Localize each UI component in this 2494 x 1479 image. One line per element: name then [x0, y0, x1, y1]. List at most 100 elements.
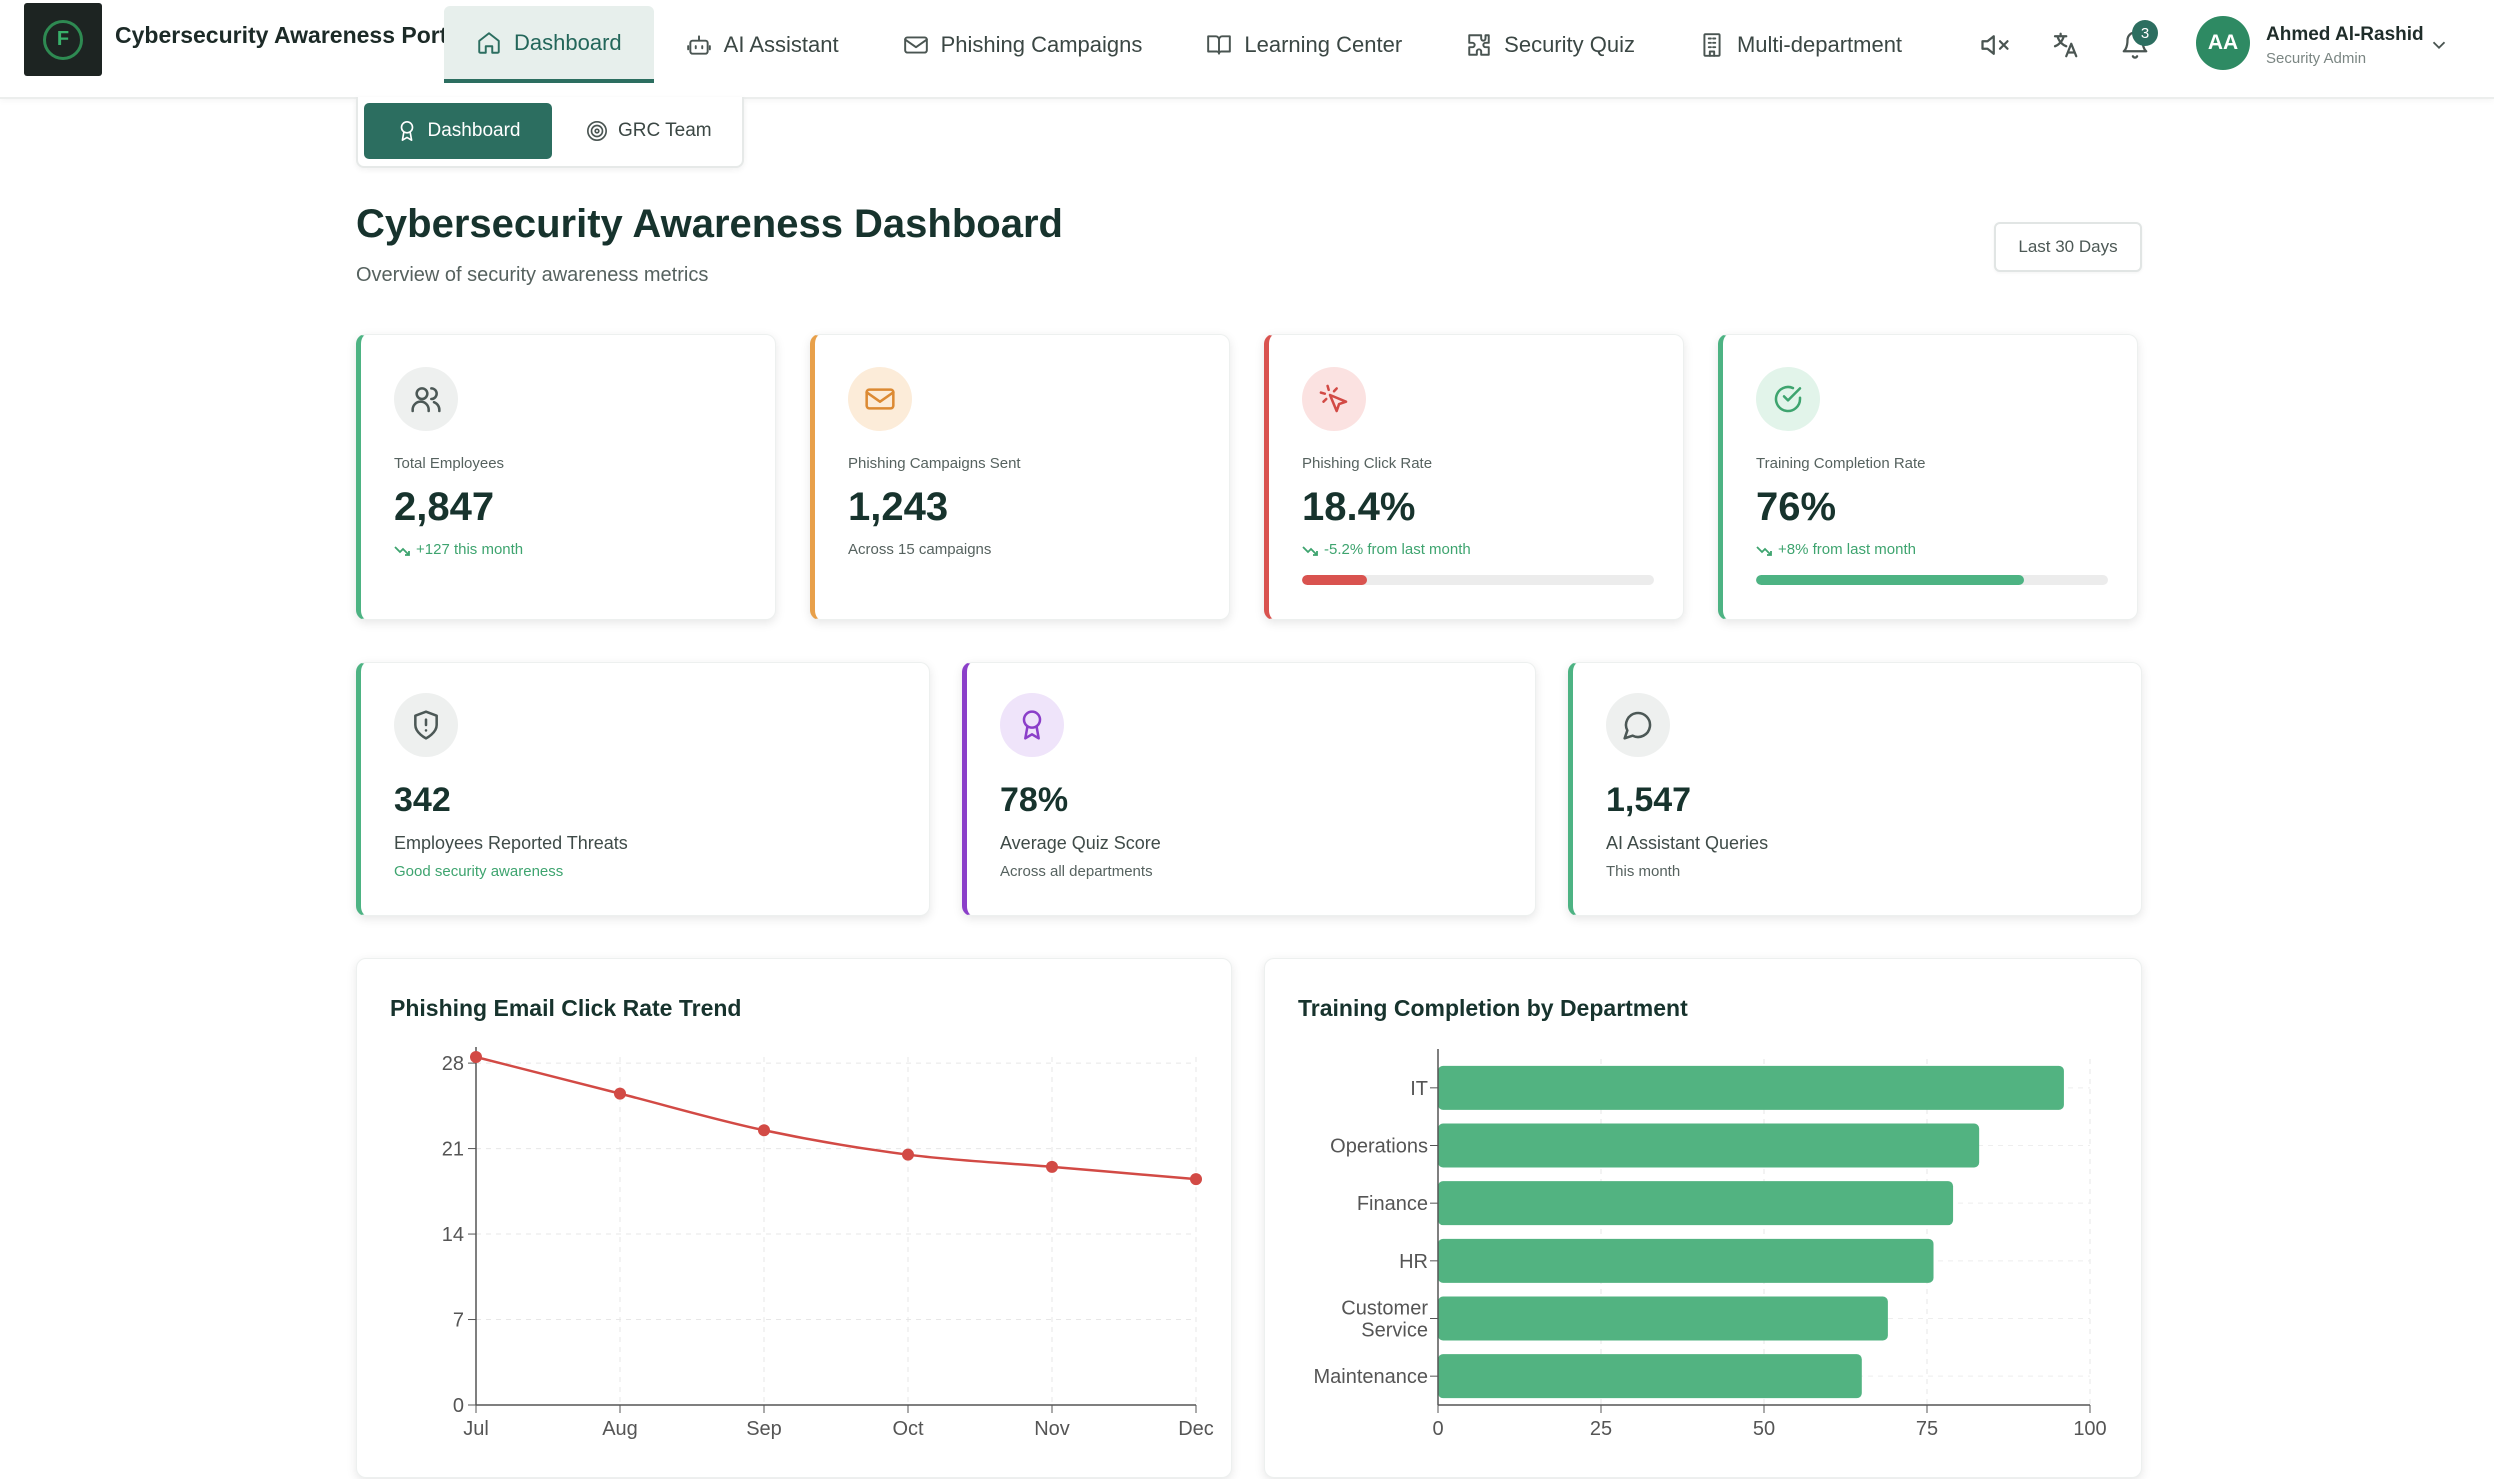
date-range-button[interactable]: Last 30 Days: [1994, 222, 2142, 272]
stat-value: 1,547: [1606, 781, 1692, 819]
bot-icon: [686, 34, 711, 55]
nav-label: Learning Center: [1244, 31, 1403, 57]
y-tick-label: Customer: [1341, 1298, 1428, 1320]
target-icon: [587, 121, 607, 141]
y-tick-label: HR: [1399, 1251, 1428, 1273]
nav-security-quiz[interactable]: Security Quiz: [1434, 6, 1667, 83]
nav-phishing-campaigns[interactable]: Phishing Campaigns: [871, 6, 1175, 83]
nav-label: Security Quiz: [1504, 31, 1635, 57]
click-rate-progress-fill: [1302, 575, 1367, 585]
nav-label: Multi-department: [1736, 31, 1903, 57]
subtab-dashboard[interactable]: Dashboard: [364, 103, 552, 159]
click-rate-progress: [1302, 575, 1654, 585]
notification-badge: 3: [2132, 20, 2158, 46]
click-rate-line-chart: 0 7 14 21 28 Jul Aug Sep Oct Nov Dec: [442, 1047, 1214, 1440]
top-navbar: F Cybersecurity Awareness Portal Dashboa…: [0, 0, 2494, 99]
data-point[interactable]: [614, 1087, 626, 1100]
cursor-click-icon: [1319, 384, 1348, 413]
user-menu-toggle[interactable]: [2428, 34, 2450, 56]
x-tick-label: 0: [1432, 1418, 1443, 1440]
nav-dashboard[interactable]: Dashboard: [444, 6, 654, 83]
stat-label: Phishing Campaigns Sent: [848, 455, 1021, 472]
message-circle-icon: [1623, 711, 1652, 740]
data-point[interactable]: [1190, 1173, 1202, 1186]
bar[interactable]: [1438, 1181, 1954, 1226]
stat-icon-wrap: [394, 693, 458, 757]
stat-card-ai-queries: 1,547 AI Assistant Queries This month: [1568, 662, 2142, 916]
y-tick-label: Service: [1361, 1320, 1428, 1342]
stat-label: Phishing Click Rate: [1302, 455, 1433, 472]
bar[interactable]: [1438, 1123, 1980, 1168]
mute-button[interactable]: [1980, 30, 2010, 60]
mail-icon: [865, 388, 895, 410]
stat-note: +127 this month: [394, 541, 523, 558]
y-tick-label: Finance: [1357, 1193, 1428, 1215]
avatar[interactable]: AA: [2196, 16, 2250, 70]
mail-icon: [903, 35, 928, 54]
stat-value: 2,847: [394, 485, 495, 529]
training-progress: [1756, 575, 2108, 585]
page-title: Cybersecurity Awareness Dashboard: [356, 202, 1063, 246]
app-logo[interactable]: F: [24, 3, 102, 76]
data-point[interactable]: [470, 1051, 482, 1063]
x-tick-label: Jul: [463, 1418, 489, 1440]
stat-note: -5.2% from last month: [1302, 541, 1471, 558]
nav-ai-assistant[interactable]: AI Assistant: [654, 6, 871, 83]
x-tick-label: Sep: [746, 1418, 782, 1440]
stat-icon-wrap: [1302, 367, 1366, 431]
y-tick-label: 14: [442, 1224, 464, 1246]
translate-icon: [2053, 32, 2078, 58]
award-icon: [1022, 710, 1042, 740]
stat-label: Employees Reported Threats: [394, 833, 628, 853]
stat-note-text: Good security awareness: [394, 863, 564, 880]
stat-value: 78%: [1000, 781, 1069, 819]
bar[interactable]: [1438, 1296, 1888, 1341]
stat-note-text: -5.2% from last month: [1324, 541, 1471, 558]
stat-note: Across all departments: [1000, 863, 1153, 880]
building-icon: [1703, 32, 1721, 57]
user-role: Security Admin: [2266, 50, 2367, 67]
award-icon: [400, 121, 413, 141]
nav-multi-department[interactable]: Multi-department: [1667, 6, 1934, 83]
data-point[interactable]: [758, 1124, 770, 1137]
department-completion-card: Training Completion by Department 0 25 50 7…: [1264, 958, 2142, 1478]
language-button[interactable]: [2050, 30, 2080, 60]
bar[interactable]: [1438, 1354, 1862, 1399]
stat-note-text: +127 this month: [416, 541, 524, 558]
stat-card-training-completion: Training Completion Rate 76% +8% from la…: [1718, 334, 2138, 620]
stat-value: 76%: [1756, 485, 1837, 529]
department-bar-chart: 0 25 50 75 100 IT Operations Finance HR CustomerS…: [1313, 1049, 2107, 1440]
trend-icon: [394, 545, 410, 556]
check-circle-icon: [1774, 385, 1802, 413]
stat-card-reported-threats: 342 Employees Reported Threats Good secu…: [356, 662, 930, 916]
stat-note: This month: [1606, 863, 1680, 880]
stat-icon-wrap: [848, 367, 912, 431]
shield-alert-icon: [414, 710, 438, 740]
subtabs: Dashboard GRC Team: [356, 97, 744, 168]
subtab-label: Dashboard: [427, 120, 521, 141]
nav-learning-center[interactable]: Learning Center: [1174, 6, 1434, 83]
nav-label: AI Assistant: [723, 31, 839, 57]
nav-label: Dashboard: [514, 29, 622, 55]
stat-note-text: Across all departments: [1000, 863, 1153, 880]
stat-label: Average Quiz Score: [1000, 833, 1161, 853]
stat-icon-wrap: [394, 367, 458, 431]
subtab-grc-team[interactable]: GRC Team: [586, 103, 712, 159]
trend-icon: [1756, 545, 1772, 556]
home-icon: [478, 31, 500, 54]
main-nav: Dashboard AI Assistant Phishing Campaign…: [444, 6, 1934, 83]
data-point[interactable]: [1046, 1160, 1058, 1173]
chart-title: Phishing Email Click Rate Trend: [390, 995, 742, 1021]
stat-note-text: This month: [1606, 863, 1681, 880]
stat-icon-wrap: [1756, 367, 1820, 431]
stat-icon-wrap: [1000, 693, 1064, 757]
puzzle-icon: [1468, 33, 1490, 56]
logo-mark: F: [43, 19, 83, 60]
data-point[interactable]: [902, 1148, 914, 1161]
stat-value: 342: [394, 781, 451, 819]
bar[interactable]: [1438, 1238, 1934, 1283]
stat-card-click-rate: Phishing Click Rate 18.4% -5.2% from las…: [1264, 334, 1684, 620]
stat-note: Across 15 campaigns: [848, 541, 991, 558]
x-tick-label: 75: [1916, 1418, 1938, 1440]
bar[interactable]: [1438, 1065, 2064, 1110]
